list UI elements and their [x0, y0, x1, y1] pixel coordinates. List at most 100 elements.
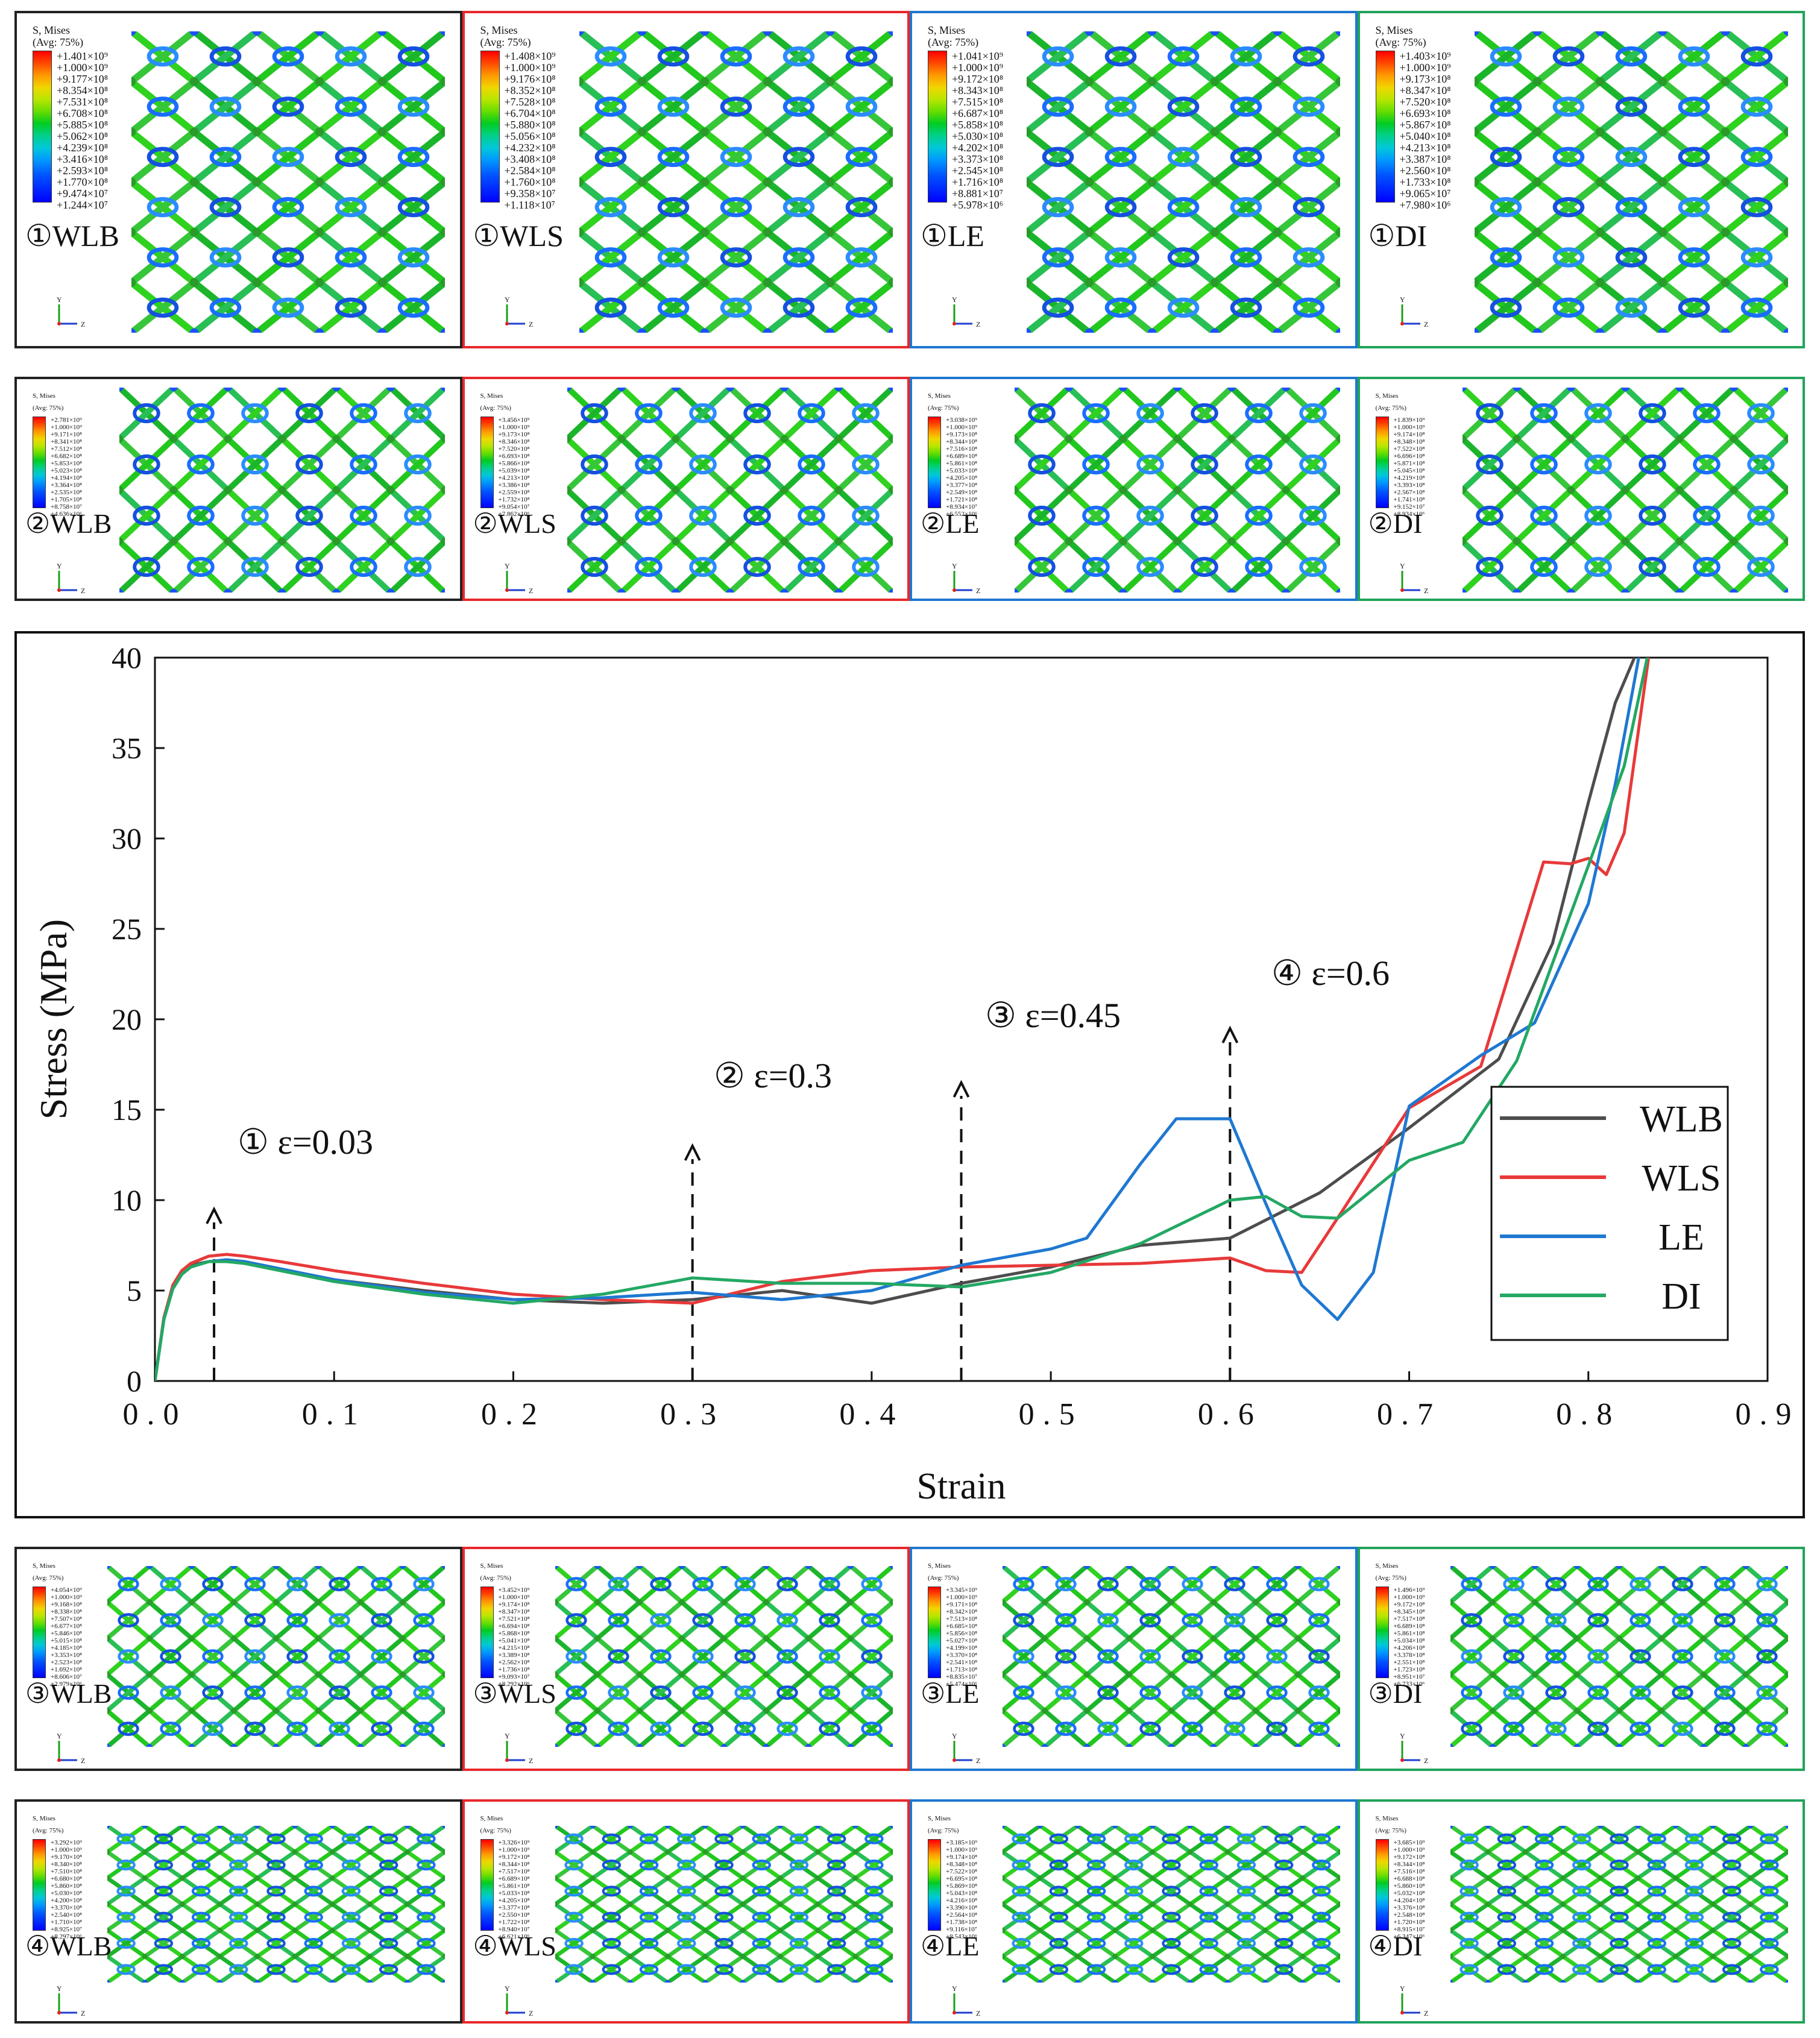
lattice-joint: [1003, 1980, 1006, 1983]
lattice-joint: [888, 31, 893, 36]
lattice-joint: [367, 1849, 373, 1855]
lattice-joint: [1567, 588, 1575, 593]
lattice-strut: [1523, 1954, 1565, 1983]
series-line-wls: [155, 658, 1651, 1381]
lattice-node: [720, 46, 752, 67]
legend-value: +8.297×10⁶: [51, 1933, 82, 1940]
lattice-strut: [1710, 1849, 1752, 1881]
lattice-node: [1534, 1964, 1554, 1975]
lattice-joint: [1635, 1826, 1640, 1829]
lattice-joint: [1075, 1849, 1080, 1855]
legend-value: +6.696×10⁸: [1393, 453, 1425, 460]
lattice-joint: [664, 1980, 670, 1983]
lattice-strut: [1113, 1954, 1155, 1983]
lattice-joint: [1300, 1980, 1306, 1983]
lattice-joint: [627, 1954, 633, 1960]
lattice-node: [1182, 1613, 1203, 1628]
lattice-joint: [442, 1849, 445, 1855]
lattice-strut: [848, 1636, 893, 1677]
axis-z-label: Z: [81, 587, 85, 595]
lattice-joint: [1560, 1901, 1566, 1907]
lattice-strut: [1296, 1600, 1340, 1641]
lattice-node: [146, 297, 179, 318]
lattice-strut: [1148, 178, 1218, 236]
lattice-joint: [142, 1901, 148, 1907]
lattice-joint: [231, 1708, 237, 1714]
lattice-strut: [1450, 1928, 1490, 1959]
lattice-strut: [1174, 436, 1235, 493]
lattice-strut: [701, 31, 771, 86]
lattice-node: [564, 1833, 584, 1845]
lattice-node: [1012, 1833, 1031, 1845]
lattice-node: [1191, 556, 1218, 577]
axis-y-label: Y: [952, 562, 957, 570]
lattice-joint: [292, 1875, 298, 1881]
lattice-strut: [1229, 487, 1289, 544]
lattice-node: [1104, 96, 1137, 117]
lattice-strut: [316, 228, 386, 286]
lattice-joint: [763, 1744, 769, 1747]
panel-label: ②WLB: [25, 507, 112, 539]
lattice-node: [1312, 1964, 1331, 1975]
lattice-strut: [618, 487, 679, 544]
stage-marker: ④: [473, 1931, 498, 1961]
lattice-strut: [1596, 78, 1666, 136]
legend-value: +5.023×10⁸: [51, 467, 82, 474]
lattice-joint: [1015, 588, 1019, 593]
legend-value: +5.045×10⁸: [1393, 467, 1425, 474]
axis-z-label: Z: [529, 2009, 533, 2018]
lattice-node: [335, 96, 367, 117]
legend-value: +6.687×10⁸: [952, 107, 1004, 119]
lattice-strut: [1211, 1566, 1258, 1605]
lattice-strut: [316, 1708, 363, 1747]
lattice-joint: [763, 1635, 769, 1641]
lattice-strut: [1710, 1826, 1752, 1854]
lattice-node: [743, 556, 771, 577]
lattice-joint: [377, 177, 387, 187]
legend-value: +1.000×10⁹: [57, 61, 109, 74]
lattice-joint: [1337, 1901, 1340, 1907]
lattice-strut: [1263, 1849, 1305, 1881]
lattice-joint: [678, 1744, 685, 1747]
lattice-node: [1028, 403, 1056, 424]
mises-legend: S, Mises (Avg: 75%) +2.781×10⁹ +1.000×10⁹ +9…: [33, 390, 82, 518]
lattice-joint: [1295, 1635, 1301, 1641]
lattice-joint: [740, 1901, 745, 1907]
lattice-joint: [805, 1672, 811, 1678]
lattice-joint: [889, 1744, 893, 1747]
lattice-node: [594, 297, 626, 318]
lattice-joint: [740, 1954, 745, 1960]
lattice-strut: [1042, 1672, 1089, 1713]
lattice-node: [649, 1722, 672, 1736]
lattice-strut: [1748, 1902, 1788, 1933]
lattice-strut: [119, 487, 177, 544]
lattice-joint: [1119, 486, 1127, 494]
lattice-node: [154, 1964, 174, 1975]
lattice-node: [1490, 297, 1522, 318]
lattice-strut: [1150, 1826, 1192, 1854]
lattice-node: [1162, 1833, 1181, 1845]
lattice-strut: [1485, 1954, 1528, 1983]
lattice-joint: [1783, 127, 1788, 136]
lattice-strut: [1075, 1849, 1118, 1881]
lattice-joint: [702, 1901, 708, 1907]
legend-value: +2.593×10⁸: [57, 165, 109, 177]
lattice-node: [602, 1911, 621, 1923]
lattice-strut: [763, 1566, 811, 1605]
legend-value: +8.352×10⁸: [504, 84, 556, 96]
lattice-joint: [1710, 1875, 1716, 1881]
lattice-strut: [316, 1566, 363, 1605]
lattice-strut: [778, 1826, 820, 1854]
lattice-node: [639, 1911, 658, 1923]
lattice-joint: [292, 1980, 298, 1983]
lattice-joint: [1262, 1954, 1268, 1960]
lattice-node: [1497, 1885, 1516, 1897]
lattice-node: [1459, 1860, 1479, 1870]
lattice-joint: [231, 1672, 237, 1678]
legend-value: +8.346×10⁸: [498, 438, 530, 445]
lattice-joint: [273, 1599, 279, 1605]
legend-value: +6.689×10⁸: [498, 1875, 530, 1882]
axis-y-label: Y: [505, 1984, 510, 1993]
lattice-joint: [332, 486, 341, 494]
lattice-strut: [253, 228, 323, 286]
